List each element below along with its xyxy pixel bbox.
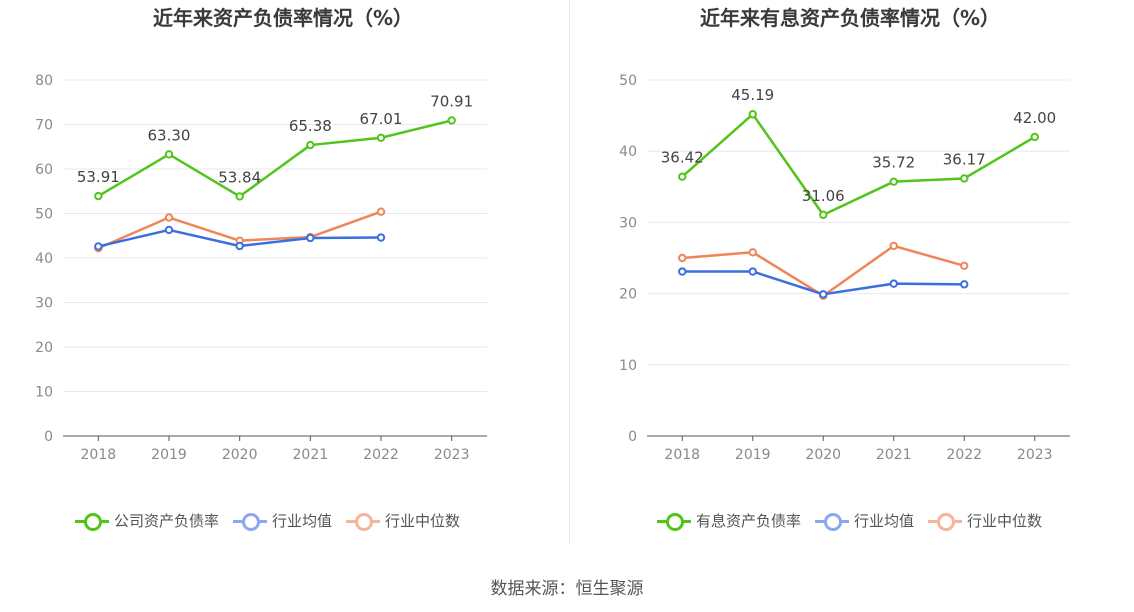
x-tick-label: 2020 [222,447,258,463]
data-label: 65.38 [289,117,332,135]
data-point[interactable] [960,280,969,289]
y-tick-label: 10 [619,358,637,374]
legend-label: 行业中位数 [385,512,461,530]
data-label: 53.84 [218,168,261,186]
legend-label: 行业均值 [272,512,333,530]
x-tick-label: 2022 [946,447,982,463]
chart-title-left: 近年来资产负债率情况（%） [152,6,414,30]
legend-item-company[interactable]: 公司资产负债率 [75,510,219,531]
legend-avg-icon [233,511,268,531]
series-line [681,112,1036,217]
data-point[interactable] [164,225,174,235]
chart-divider [569,0,570,545]
data-label: 45.19 [731,86,774,104]
data-label: 36.42 [661,149,704,167]
data-point[interactable] [94,191,103,201]
y-tick-label: 10 [35,385,53,401]
x-tick-label: 2021 [293,447,329,463]
x-tick-label: 2023 [434,447,470,463]
x-tick-label: 2021 [876,447,912,463]
legend-item-company[interactable]: 有息资产负债率 [657,510,801,531]
data-point[interactable] [819,290,828,299]
y-tick-label: 40 [35,251,53,267]
data-label: 63.30 [148,126,191,144]
y-tick-label: 50 [619,73,637,89]
y-tick-label: 70 [35,118,53,134]
data-point[interactable] [678,172,687,181]
data-point[interactable] [748,110,757,119]
data-label: 53.91 [77,168,120,186]
data-point[interactable] [889,279,898,288]
data-label: 42.00 [1013,109,1056,127]
data-point[interactable] [235,241,244,251]
y-tick-label: 0 [628,429,637,445]
data-label: 36.17 [943,150,986,168]
y-tick-label: 20 [619,287,637,303]
debt-ratio-chart: 0 10 20 30 40 50 60 70 80 2018 2019 2020 2021 2022 202… [35,73,487,463]
x-tick-label: 2023 [1017,447,1053,463]
legend-median-icon [928,511,963,531]
legend-right: 有息资产负债率 行业均值 行业中位数 [657,510,1042,531]
data-point[interactable] [748,248,757,257]
data-point[interactable] [376,133,386,143]
data-point[interactable] [960,261,969,271]
data-point[interactable] [960,174,969,183]
data-source: 数据来源：恒生聚源 [490,579,644,599]
chart-title-right: 近年来有息资产负债率情况（%） [699,6,1001,30]
legend-label: 行业中位数 [967,512,1043,530]
legend-company-icon [657,511,691,531]
y-tick-label: 60 [35,162,53,178]
y-tick-label: 30 [619,215,637,231]
data-point[interactable] [678,253,687,263]
y-tick-label: 30 [35,296,53,312]
data-point[interactable] [447,116,456,125]
data-label: 35.72 [872,154,915,172]
data-point[interactable] [164,150,174,159]
data-point[interactable] [164,213,174,222]
series-line [97,119,452,198]
data-point[interactable] [306,233,315,243]
legend-label: 公司资产负债率 [114,512,220,530]
y-tick-label: 20 [35,340,53,356]
data-point[interactable] [748,267,757,276]
y-tick-label: 80 [35,73,53,89]
data-label: 70.91 [430,92,473,110]
data-point[interactable] [94,242,103,251]
y-tick-label: 40 [619,144,637,160]
interest-debt-ratio-chart: 0 10 20 30 40 50 2018 2019 2020 2021 2022 2023 36.42… [619,73,1070,463]
data-point[interactable] [376,207,386,216]
data-point[interactable] [376,233,386,242]
data-point[interactable] [889,241,898,251]
data-point[interactable] [306,140,315,150]
y-tick-label: 50 [35,207,53,223]
legend-median-icon [346,511,381,531]
legend-avg-icon [815,511,850,531]
x-tick-label: 2022 [363,447,399,463]
y-tick-label: 0 [44,429,53,445]
legend-item-avg[interactable]: 行业均值 [233,510,332,531]
legend-company-icon [75,511,109,531]
data-point[interactable] [819,210,828,220]
legend-item-avg[interactable]: 行业均值 [815,510,914,531]
data-point[interactable] [235,192,244,201]
x-tick-label: 2020 [805,447,841,463]
data-label: 31.06 [802,187,845,205]
data-label: 67.01 [360,110,403,128]
x-tick-label: 2018 [81,447,117,463]
legend-left: 公司资产负债率 行业均值 行业中位数 [75,510,460,531]
x-tick-label: 2019 [151,447,187,463]
legend-label: 行业均值 [854,512,915,530]
data-point[interactable] [1030,132,1039,142]
data-point[interactable] [678,267,687,276]
legend-item-median[interactable]: 行业中位数 [346,510,460,531]
legend-item-median[interactable]: 行业中位数 [928,510,1042,531]
x-tick-label: 2019 [735,447,771,463]
x-tick-label: 2018 [664,447,700,463]
data-point[interactable] [889,177,898,186]
legend-label: 有息资产负债率 [696,512,802,530]
